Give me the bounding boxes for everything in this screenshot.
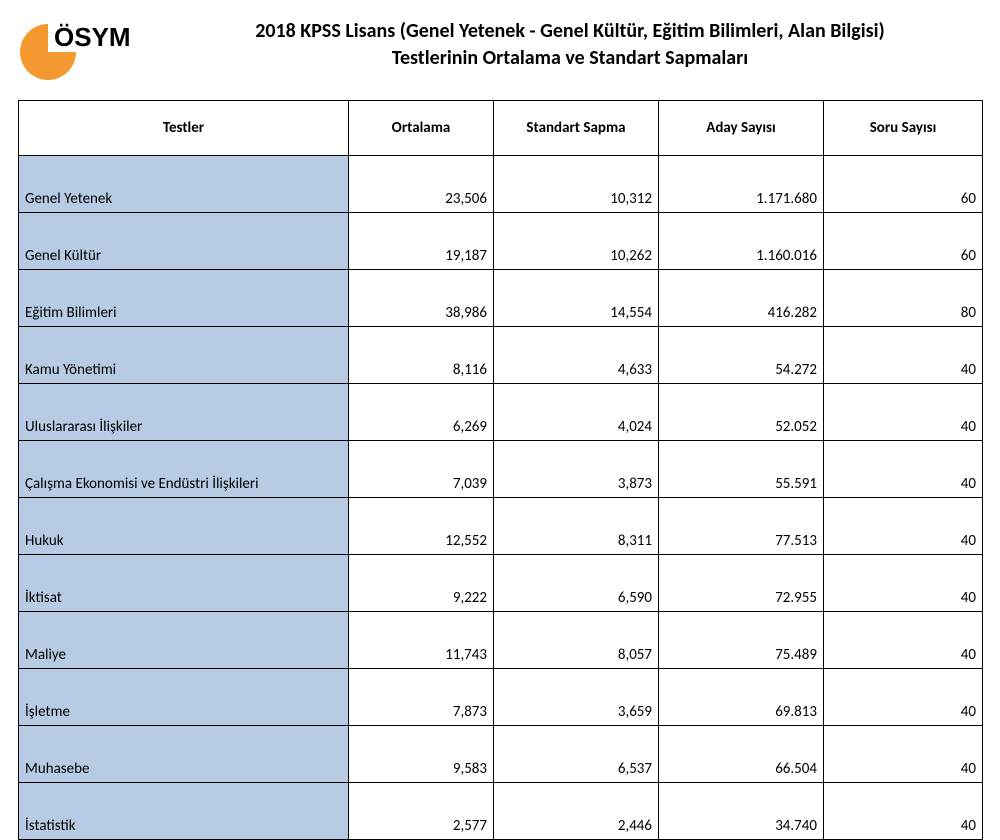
- col-soru-sayisi: Soru Sayısı: [824, 101, 983, 156]
- cell-value: 40: [824, 669, 983, 726]
- cell-value: 66.504: [659, 726, 824, 783]
- cell-value: 11,743: [349, 612, 494, 669]
- cell-test-name: Hukuk: [19, 498, 349, 555]
- table-row: Genel Yetenek23,50610,3121.171.68060: [19, 156, 983, 213]
- cell-value: 4,633: [494, 327, 659, 384]
- cell-value: 4,024: [494, 384, 659, 441]
- cell-value: 416.282: [659, 270, 824, 327]
- cell-value: 3,659: [494, 669, 659, 726]
- cell-value: 9,583: [349, 726, 494, 783]
- title-line-2: Testlerinin Ortalama ve Standart Sapmala…: [158, 45, 982, 72]
- table-row: İktisat9,2226,59072.95540: [19, 555, 983, 612]
- table-row: İşletme7,8733,65969.81340: [19, 669, 983, 726]
- cell-value: 60: [824, 213, 983, 270]
- cell-value: 3,873: [494, 441, 659, 498]
- cell-value: 8,057: [494, 612, 659, 669]
- page-title: 2018 KPSS Lisans (Genel Yetenek - Genel …: [158, 18, 982, 72]
- table-row: Muhasebe9,5836,53766.50440: [19, 726, 983, 783]
- cell-value: 54.272: [659, 327, 824, 384]
- cell-test-name: İstatistik: [19, 783, 349, 840]
- logo-text: ÖSYM: [54, 22, 131, 52]
- cell-test-name: İşletme: [19, 669, 349, 726]
- cell-value: 10,312: [494, 156, 659, 213]
- title-line-1: 2018 KPSS Lisans (Genel Yetenek - Genel …: [158, 18, 982, 45]
- cell-value: 55.591: [659, 441, 824, 498]
- cell-value: 40: [824, 498, 983, 555]
- cell-value: 40: [824, 555, 983, 612]
- cell-value: 40: [824, 384, 983, 441]
- col-std-sapma: Standart Sapma: [494, 101, 659, 156]
- cell-value: 1.171.680: [659, 156, 824, 213]
- table-row: Çalışma Ekonomisi ve Endüstri İlişkileri…: [19, 441, 983, 498]
- cell-value: 38,986: [349, 270, 494, 327]
- cell-value: 34.740: [659, 783, 824, 840]
- cell-test-name: Genel Kültür: [19, 213, 349, 270]
- cell-test-name: Eğitim Bilimleri: [19, 270, 349, 327]
- cell-value: 60: [824, 156, 983, 213]
- cell-value: 40: [824, 726, 983, 783]
- cell-value: 8,311: [494, 498, 659, 555]
- col-aday-sayisi: Aday Sayısı: [659, 101, 824, 156]
- col-ortalama: Ortalama: [349, 101, 494, 156]
- cell-value: 6,590: [494, 555, 659, 612]
- cell-value: 52.052: [659, 384, 824, 441]
- cell-test-name: Kamu Yönetimi: [19, 327, 349, 384]
- table-row: Hukuk12,5528,31177.51340: [19, 498, 983, 555]
- cell-test-name: Muhasebe: [19, 726, 349, 783]
- cell-value: 7,873: [349, 669, 494, 726]
- table-row: Genel Kültür19,18710,2621.160.01660: [19, 213, 983, 270]
- cell-value: 1.160.016: [659, 213, 824, 270]
- cell-value: 7,039: [349, 441, 494, 498]
- table-row: Eğitim Bilimleri38,98614,554416.28280: [19, 270, 983, 327]
- cell-value: 77.513: [659, 498, 824, 555]
- stats-table: Testler Ortalama Standart Sapma Aday Say…: [18, 100, 983, 840]
- table-row: Kamu Yönetimi8,1164,63354.27240: [19, 327, 983, 384]
- cell-test-name: Uluslararası İlişkiler: [19, 384, 349, 441]
- cell-test-name: İktisat: [19, 555, 349, 612]
- cell-value: 10,262: [494, 213, 659, 270]
- table-header-row: Testler Ortalama Standart Sapma Aday Say…: [19, 101, 983, 156]
- cell-value: 6,537: [494, 726, 659, 783]
- cell-value: 12,552: [349, 498, 494, 555]
- table-row: İstatistik2,5772,44634.74040: [19, 783, 983, 840]
- cell-value: 23,506: [349, 156, 494, 213]
- table-row: Uluslararası İlişkiler6,2694,02452.05240: [19, 384, 983, 441]
- cell-value: 40: [824, 612, 983, 669]
- cell-value: 9,222: [349, 555, 494, 612]
- cell-test-name: Maliye: [19, 612, 349, 669]
- cell-test-name: Çalışma Ekonomisi ve Endüstri İlişkileri: [19, 441, 349, 498]
- cell-test-name: Genel Yetenek: [19, 156, 349, 213]
- cell-value: 2,577: [349, 783, 494, 840]
- col-testler: Testler: [19, 101, 349, 156]
- cell-value: 14,554: [494, 270, 659, 327]
- osym-logo: ÖSYM: [18, 18, 148, 82]
- cell-value: 6,269: [349, 384, 494, 441]
- header: ÖSYM 2018 KPSS Lisans (Genel Yetenek - G…: [18, 18, 982, 82]
- cell-value: 69.813: [659, 669, 824, 726]
- cell-value: 19,187: [349, 213, 494, 270]
- cell-value: 72.955: [659, 555, 824, 612]
- cell-value: 40: [824, 783, 983, 840]
- cell-value: 40: [824, 327, 983, 384]
- cell-value: 40: [824, 441, 983, 498]
- cell-value: 2,446: [494, 783, 659, 840]
- cell-value: 75.489: [659, 612, 824, 669]
- cell-value: 80: [824, 270, 983, 327]
- table-row: Maliye11,7438,05775.48940: [19, 612, 983, 669]
- cell-value: 8,116: [349, 327, 494, 384]
